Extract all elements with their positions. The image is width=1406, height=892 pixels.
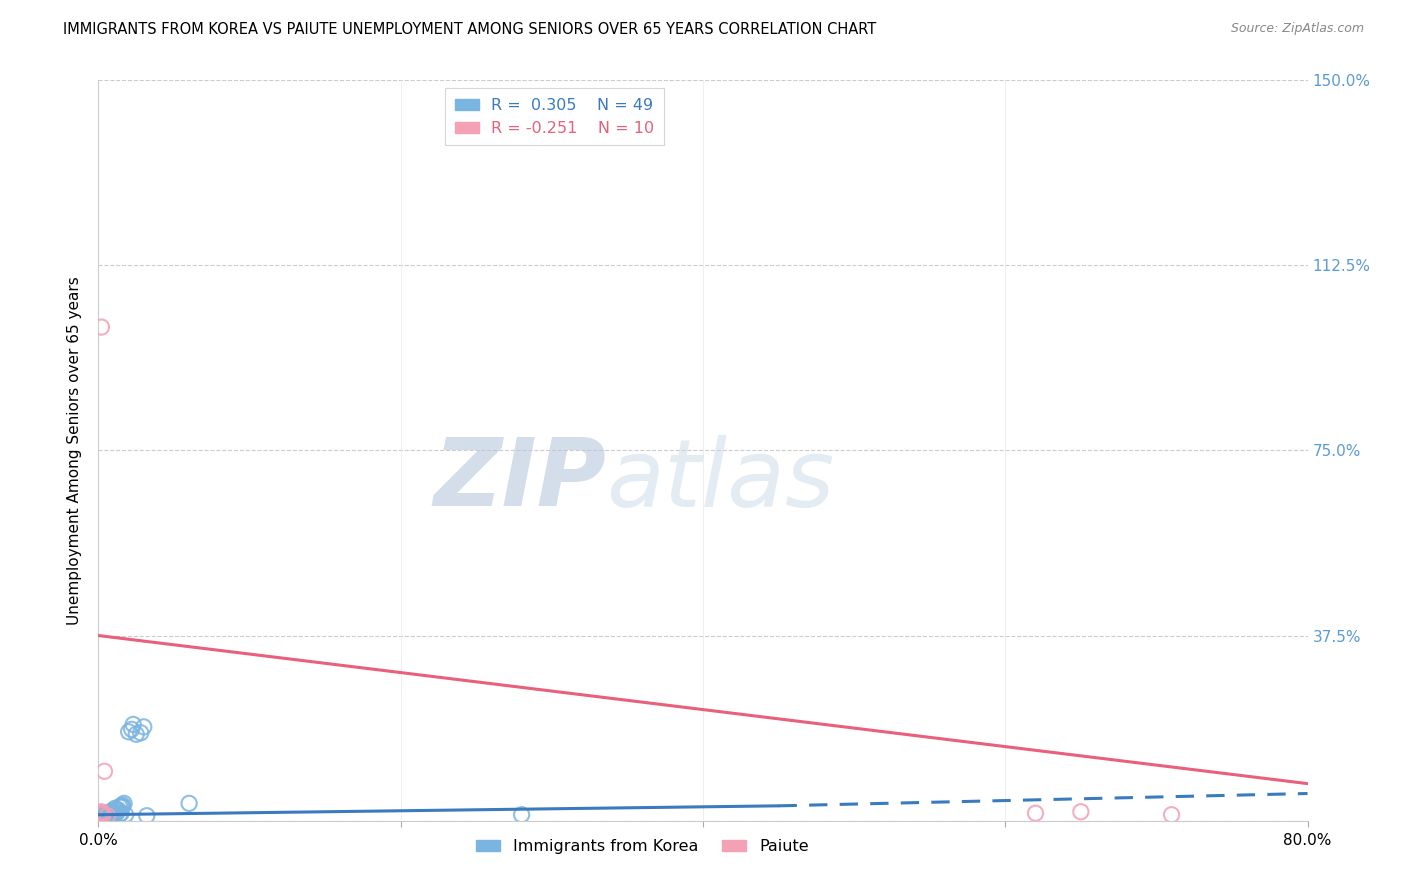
Point xyxy=(118,724,141,739)
Point xyxy=(112,797,135,811)
Point xyxy=(96,808,118,822)
Point xyxy=(89,808,111,822)
Point xyxy=(96,806,118,821)
Point xyxy=(1070,805,1092,819)
Text: IMMIGRANTS FROM KOREA VS PAIUTE UNEMPLOYMENT AMONG SENIORS OVER 65 YEARS CORRELA: IMMIGRANTS FROM KOREA VS PAIUTE UNEMPLOY… xyxy=(63,22,876,37)
Point xyxy=(510,807,533,822)
Point xyxy=(103,808,125,822)
Point xyxy=(91,807,114,822)
Point xyxy=(93,810,115,824)
Point xyxy=(96,810,118,824)
Point xyxy=(107,804,129,818)
Point xyxy=(101,805,124,819)
Point xyxy=(90,808,112,822)
Point xyxy=(129,726,152,740)
Point xyxy=(90,807,112,822)
Point xyxy=(98,807,121,822)
Point xyxy=(91,806,114,821)
Point xyxy=(96,808,118,822)
Point xyxy=(90,805,112,819)
Point xyxy=(105,806,128,821)
Point xyxy=(100,807,122,822)
Point xyxy=(108,800,131,814)
Text: ZIP: ZIP xyxy=(433,434,606,526)
Point xyxy=(121,723,143,737)
Point xyxy=(91,811,114,825)
Point xyxy=(101,804,124,818)
Text: Source: ZipAtlas.com: Source: ZipAtlas.com xyxy=(1230,22,1364,36)
Point xyxy=(100,806,122,821)
Point xyxy=(90,810,112,824)
Point xyxy=(91,808,114,822)
Point xyxy=(107,803,129,817)
Point xyxy=(89,806,111,821)
Point xyxy=(103,807,125,822)
Point xyxy=(1024,806,1046,821)
Point xyxy=(91,807,114,822)
Point xyxy=(94,810,117,824)
Point xyxy=(132,720,155,734)
Point xyxy=(93,764,115,779)
Point xyxy=(94,808,117,822)
Point xyxy=(111,800,134,814)
Point xyxy=(108,807,131,822)
Point xyxy=(1160,807,1182,822)
Point xyxy=(110,798,132,813)
Point xyxy=(122,717,145,731)
Point xyxy=(89,806,111,821)
Point xyxy=(94,808,117,822)
Point xyxy=(135,808,157,822)
Point xyxy=(114,807,136,822)
Point xyxy=(111,797,134,812)
Point xyxy=(105,804,128,818)
Y-axis label: Unemployment Among Seniors over 65 years: Unemployment Among Seniors over 65 years xyxy=(67,277,83,624)
Point xyxy=(179,797,201,811)
Point xyxy=(104,801,127,815)
Point xyxy=(93,806,115,821)
Point xyxy=(96,808,118,822)
Point xyxy=(90,810,112,824)
Point xyxy=(103,806,125,821)
Point xyxy=(125,727,148,741)
Legend: Immigrants from Korea, Paiute: Immigrants from Korea, Paiute xyxy=(470,833,815,861)
Text: atlas: atlas xyxy=(606,434,835,525)
Point xyxy=(110,806,132,821)
Point xyxy=(90,320,112,334)
Point xyxy=(93,807,115,822)
